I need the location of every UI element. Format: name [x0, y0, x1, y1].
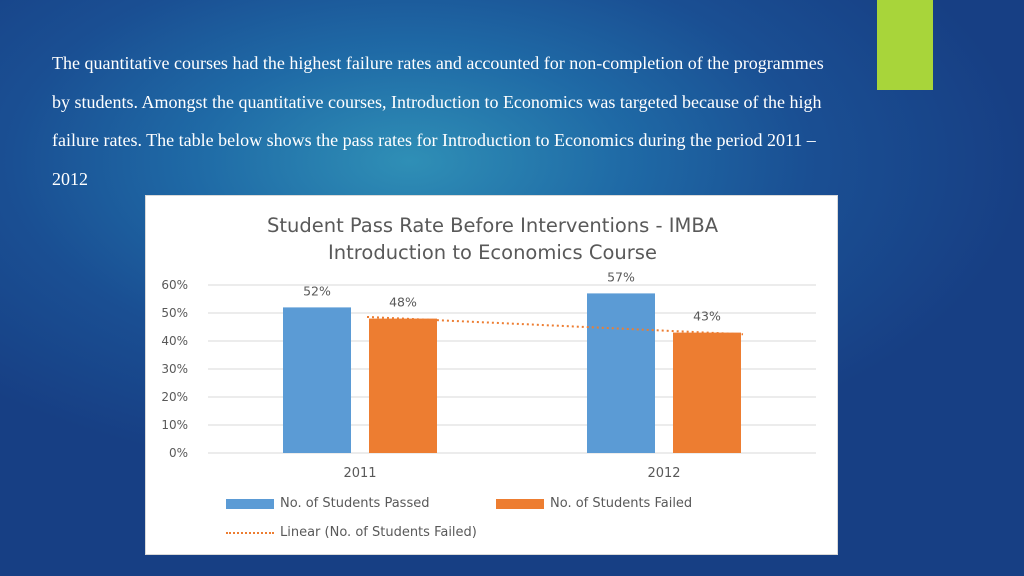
- data-label: 43%: [693, 309, 721, 324]
- bar: [369, 318, 437, 453]
- chart-title-line-2: Introduction to Economics Course: [328, 241, 657, 264]
- bar: [587, 293, 655, 453]
- bar-chart: 0% 10% 20% 30% 40% 50% 60% 52% 48% 2011 57% 43% 2012: [161, 269, 816, 481]
- data-label: 52%: [303, 283, 331, 298]
- legend-label-failed: No. of Students Failed: [550, 496, 693, 511]
- y-tick-label: 60%: [161, 278, 188, 292]
- intro-line-3: failure rates. The table below shows the…: [52, 130, 816, 150]
- legend-label-passed: No. of Students Passed: [280, 496, 430, 511]
- data-label: 48%: [389, 295, 417, 310]
- bar: [673, 332, 741, 453]
- chart-panel: Student Pass Rate Before Interventions -…: [145, 195, 838, 555]
- legend-swatch-passed: [226, 498, 274, 509]
- chart-legend: No. of Students Passed No. of Students F…: [226, 496, 786, 546]
- intro-line-4: 2012: [52, 168, 88, 189]
- y-tick-label: 30%: [161, 362, 188, 376]
- legend-item-trendline: Linear (No. of Students Failed): [226, 525, 477, 540]
- bar: [283, 307, 351, 453]
- intro-line-1: The quantitative courses had the highest…: [52, 53, 824, 73]
- x-tick-label: 2012: [647, 466, 680, 481]
- legend-item-failed: No. of Students Failed: [496, 496, 692, 511]
- y-tick-label: 10%: [161, 418, 188, 432]
- y-tick-label: 0%: [169, 446, 188, 460]
- legend-swatch-failed: [496, 498, 544, 509]
- y-tick-label: 50%: [161, 306, 188, 320]
- intro-paragraph: The quantitative courses had the highest…: [52, 44, 982, 198]
- x-tick-label: 2011: [343, 466, 376, 481]
- legend-item-passed: No. of Students Passed: [226, 496, 429, 511]
- data-label: 57%: [607, 269, 635, 284]
- legend-label-trendline: Linear (No. of Students Failed): [280, 525, 477, 540]
- intro-line-2: by students. Amongst the quantitative co…: [52, 91, 822, 112]
- y-tick-label: 20%: [161, 390, 188, 404]
- chart-title-line-1: Student Pass Rate Before Interventions -…: [266, 214, 719, 237]
- y-tick-label: 40%: [161, 334, 188, 348]
- accent-bar: [877, 0, 933, 90]
- chart-title: Student Pass Rate Before Interventions -…: [146, 212, 839, 266]
- legend-swatch-trendline: [226, 531, 274, 534]
